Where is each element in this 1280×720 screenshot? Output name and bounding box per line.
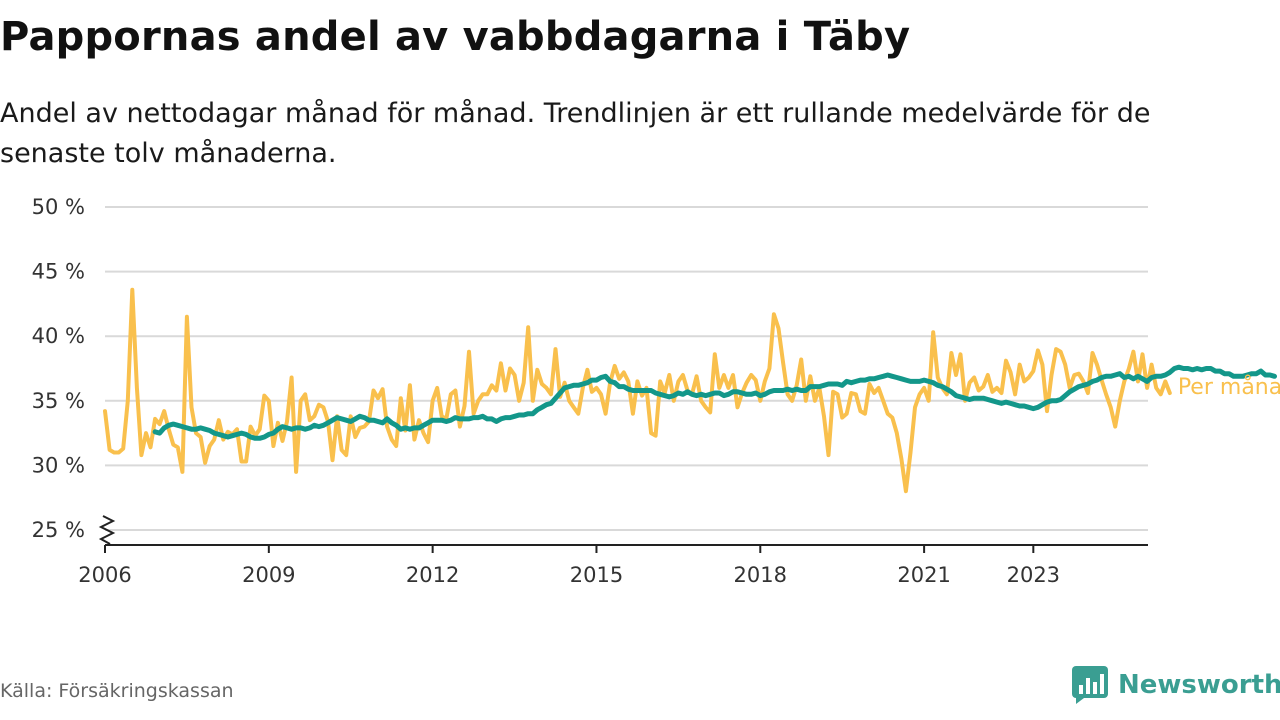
y-tick-label: 35 %: [32, 389, 85, 413]
y-tick-label: 50 %: [32, 195, 85, 219]
y-tick-label: 30 %: [32, 453, 85, 477]
series-lines: [103, 287, 1277, 494]
monthly-series-label: Per månad: [1178, 374, 1280, 400]
y-tick-label: 25 %: [32, 518, 85, 542]
newsworthy-logo-text: Newsworthy: [1118, 670, 1280, 700]
x-tick-label: 2023: [1007, 563, 1060, 587]
source-note: Källa: Försäkringskassan: [0, 680, 234, 702]
x-axis-ticks: 2006 2009 2012 2015 2018 2021 2023: [78, 545, 1060, 587]
x-tick-label: 2015: [570, 563, 623, 587]
x-tick-label: 2009: [242, 563, 295, 587]
newsworthy-logo: Newsworthy: [1072, 664, 1280, 706]
y-tick-label: 45 %: [32, 260, 85, 284]
y-tick-label: 40 %: [32, 324, 85, 348]
line-chart: 25 % 30 % 35 % 40 % 45 % 50 % 2006 2009 2012 201…: [32, 195, 1280, 587]
x-tick-label: 2021: [897, 563, 950, 587]
newsworthy-logo-icon: [1072, 666, 1108, 704]
chart-title: Pappornas andel av vabbdagarna i Täby: [0, 14, 911, 60]
chart-subtitle: Andel av nettodagar månad för månad. Tre…: [0, 98, 1151, 169]
x-tick-label: 2018: [734, 563, 787, 587]
y-axis-ticks: 25 % 30 % 35 % 40 % 45 % 50 %: [32, 195, 85, 542]
trend-line: [152, 364, 1277, 441]
series-labels: Per månadTrend: [1178, 374, 1280, 400]
monthly-line: [103, 287, 1172, 494]
y-axis-break-icon: [98, 515, 116, 545]
x-tick-label: 2012: [406, 563, 459, 587]
gridlines: [105, 206, 1148, 531]
x-tick-label: 2006: [78, 563, 131, 587]
